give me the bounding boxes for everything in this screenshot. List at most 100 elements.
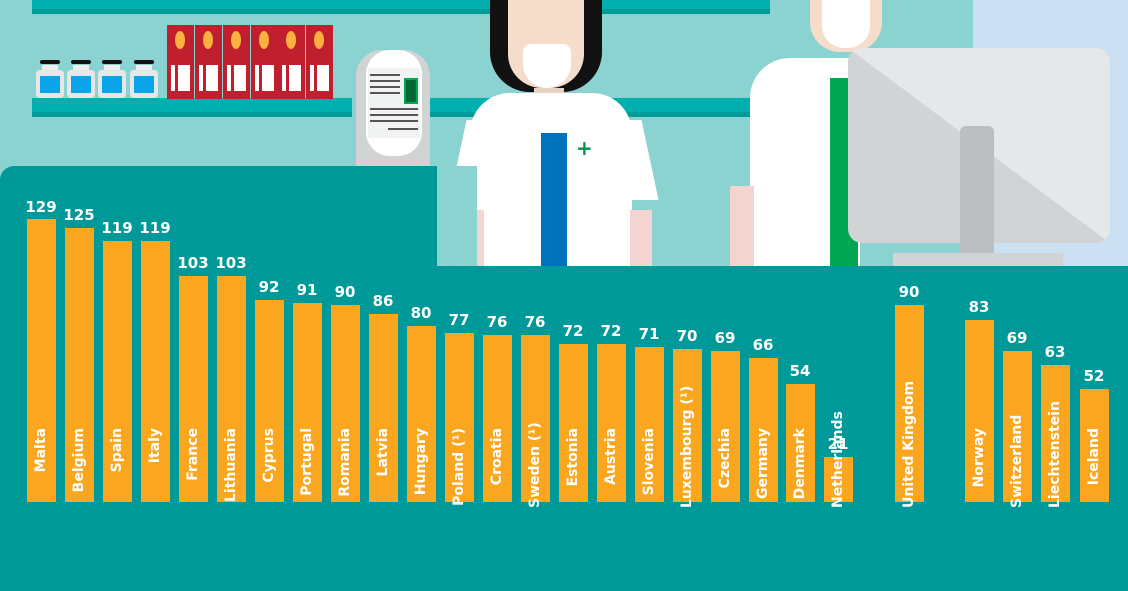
category-label: Croatia — [489, 428, 505, 486]
bar-lithuania — [217, 276, 246, 502]
category-label: Liechtenstein — [1047, 401, 1063, 508]
value-label: 69 — [1006, 329, 1028, 347]
right-arm — [630, 210, 652, 266]
category-label: Latvia — [375, 428, 391, 477]
box-icon — [195, 25, 222, 99]
value-label: 66 — [752, 336, 774, 354]
value-label: 119 — [101, 219, 133, 237]
face-mask — [523, 44, 571, 88]
box-icon — [278, 25, 305, 99]
blue-shirt — [541, 133, 567, 267]
value-label: 54 — [789, 362, 811, 380]
box-icon — [306, 25, 333, 99]
value-label: 90 — [898, 283, 920, 301]
value-label: 52 — [1083, 367, 1105, 385]
value-label: 91 — [296, 281, 318, 299]
bar-latvia — [369, 314, 398, 502]
box-icon — [223, 25, 250, 99]
value-label: 70 — [676, 327, 698, 345]
bar-sweden — [521, 335, 550, 502]
bar-france — [179, 276, 208, 502]
category-label: Iceland — [1086, 428, 1102, 486]
value-label: 129 — [25, 198, 57, 216]
category-label: France — [185, 428, 201, 481]
category-label: Denmark — [792, 428, 808, 500]
bar-denmark — [786, 384, 815, 502]
arm — [730, 186, 754, 266]
value-label: 71 — [638, 325, 660, 343]
bar-czechia — [711, 351, 740, 502]
monitor-base — [893, 253, 1063, 267]
value-label: 69 — [714, 329, 736, 347]
bar-iceland — [1080, 389, 1109, 502]
value-label: 83 — [968, 298, 990, 316]
category-label: Estonia — [565, 428, 581, 487]
category-label: United Kingdom — [901, 380, 917, 508]
bottle-icon — [98, 60, 126, 98]
bar-italy — [141, 241, 170, 502]
category-label: Portugal — [299, 428, 315, 496]
value-label: 80 — [410, 304, 432, 322]
category-label: Switzerland — [1009, 414, 1025, 508]
bar-slovenia — [635, 347, 664, 502]
bar-luxembourg — [673, 349, 702, 502]
value-label: 90 — [334, 283, 356, 301]
value-label: 86 — [372, 292, 394, 310]
category-label: Norway — [971, 428, 987, 488]
category-label: Germany — [755, 428, 771, 500]
value-label: 72 — [562, 322, 584, 340]
bar-switzerland — [1003, 351, 1032, 502]
monitor-stand — [960, 126, 994, 266]
bar-netherlands — [824, 457, 853, 502]
value-label: 125 — [63, 206, 95, 224]
bottle-icon — [130, 60, 158, 98]
bar-spain — [103, 241, 132, 502]
box-icon — [167, 25, 194, 99]
box-icon — [251, 25, 278, 99]
bar-portugal — [293, 303, 322, 502]
category-label: Italy — [147, 428, 163, 464]
bar-germany — [749, 358, 778, 502]
category-label: Cyprus — [261, 428, 277, 483]
face-mask — [822, 0, 870, 48]
category-label: Romania — [337, 428, 353, 497]
value-label: 92 — [258, 278, 280, 296]
bar-malta — [27, 219, 56, 502]
bottle-icon — [36, 60, 64, 98]
value-label: 119 — [139, 219, 171, 237]
bar-hungary — [407, 326, 436, 502]
value-label: 77 — [448, 311, 470, 329]
value-label: 76 — [524, 313, 546, 331]
bar-norway — [965, 320, 994, 502]
bar-croatia — [483, 335, 512, 502]
category-label: Luxembourg (¹) — [679, 385, 695, 508]
bar-united-kingdom — [895, 305, 924, 502]
prescription-holder — [356, 50, 430, 168]
category-label: Spain — [109, 428, 125, 473]
bar-austria — [597, 344, 626, 502]
category-label: Slovenia — [641, 428, 657, 496]
bar-cyprus — [255, 300, 284, 502]
bar-estonia — [559, 344, 588, 502]
category-label: Sweden (¹) — [527, 422, 543, 508]
category-label: Austria — [603, 428, 619, 485]
category-label: Malta — [33, 428, 49, 473]
value-label: 103 — [177, 254, 209, 272]
category-label: Belgium — [71, 428, 87, 493]
pharmacy-cross-icon: + — [576, 136, 593, 160]
category-label: Lithuania — [223, 428, 239, 503]
bar-belgium — [65, 228, 94, 502]
category-label: Czechia — [717, 428, 733, 489]
bar-liechtenstein — [1041, 365, 1070, 502]
category-label: Hungary — [413, 428, 429, 496]
bottle-icon — [67, 60, 95, 98]
value-label: 63 — [1044, 343, 1066, 361]
top-shelf — [32, 0, 770, 14]
category-label: Poland (¹) — [451, 428, 467, 506]
bar-poland — [445, 333, 474, 502]
bar-romania — [331, 305, 360, 502]
value-label: 21 — [827, 435, 849, 453]
middle-shelf — [32, 98, 352, 117]
value-label: 103 — [215, 254, 247, 272]
panel-corner — [437, 166, 477, 266]
